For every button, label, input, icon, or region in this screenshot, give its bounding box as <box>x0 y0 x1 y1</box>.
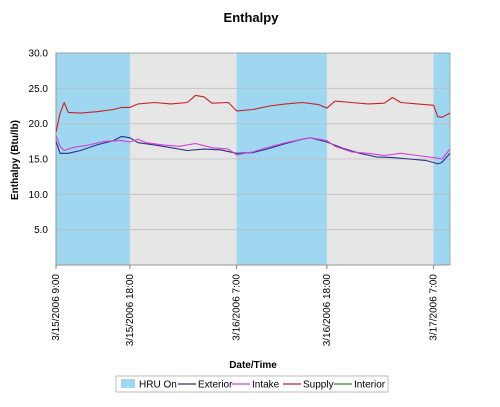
plot-border <box>55 52 451 266</box>
x-tick-label: 3/17/2006 7:00 <box>429 274 440 341</box>
legend-item-supply-label: Supply <box>303 380 334 391</box>
legend-item-hru-on-swatch <box>121 379 135 388</box>
legend-item-exterior-label: Exterior <box>198 380 233 391</box>
series-line-supply <box>55 94 451 133</box>
legend-item-intake-label: Intake <box>252 380 280 391</box>
legend-box <box>115 375 389 393</box>
x-tick-label: 3/16/2006 18:00 <box>322 274 333 347</box>
x-tick-label: 3/16/2006 7:00 <box>232 274 243 341</box>
legend-item-hru-on-label: HRU On <box>139 380 177 391</box>
y-tick-label: 15.0 <box>29 155 49 166</box>
y-tick-label: 25.0 <box>29 84 49 95</box>
x-tick-label: 3/15/2006 18:00 <box>125 274 136 347</box>
x-axis-label: Date/Time <box>229 360 277 371</box>
x-tick-label: 3/15/2006 9:00 <box>51 274 62 341</box>
chart-title: Enthalpy <box>224 10 280 25</box>
y-tick-label: 30.0 <box>29 49 49 60</box>
legend-item-interior-label: Interior <box>354 380 386 391</box>
y-tick-label: 5.0 <box>34 225 48 236</box>
y-tick-label: 10.0 <box>29 190 49 201</box>
plot-area: 5.0 10.0 15.0 20.0 25.0 30.0 3/15/2006 9:00 3/1… <box>29 49 451 347</box>
y-tick-label: 20.0 <box>29 119 49 130</box>
legend: HRU On Exterior Intake Supply Interior <box>121 379 386 391</box>
y-axis-label: Enthalpy (Btu/lb) <box>10 120 21 200</box>
series-line-intake <box>55 135 451 160</box>
